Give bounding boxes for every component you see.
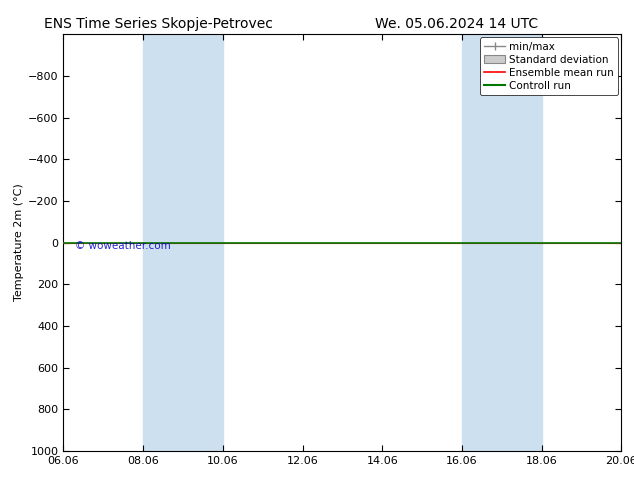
Y-axis label: Temperature 2m (°C): Temperature 2m (°C) xyxy=(14,184,24,301)
Text: ENS Time Series Skopje-Petrovec: ENS Time Series Skopje-Petrovec xyxy=(44,17,273,31)
Text: © woweather.com: © woweather.com xyxy=(75,241,171,251)
Legend: min/max, Standard deviation, Ensemble mean run, Controll run: min/max, Standard deviation, Ensemble me… xyxy=(480,37,618,95)
Bar xyxy=(143,34,223,451)
Text: We. 05.06.2024 14 UTC: We. 05.06.2024 14 UTC xyxy=(375,17,538,31)
Bar xyxy=(462,34,541,451)
